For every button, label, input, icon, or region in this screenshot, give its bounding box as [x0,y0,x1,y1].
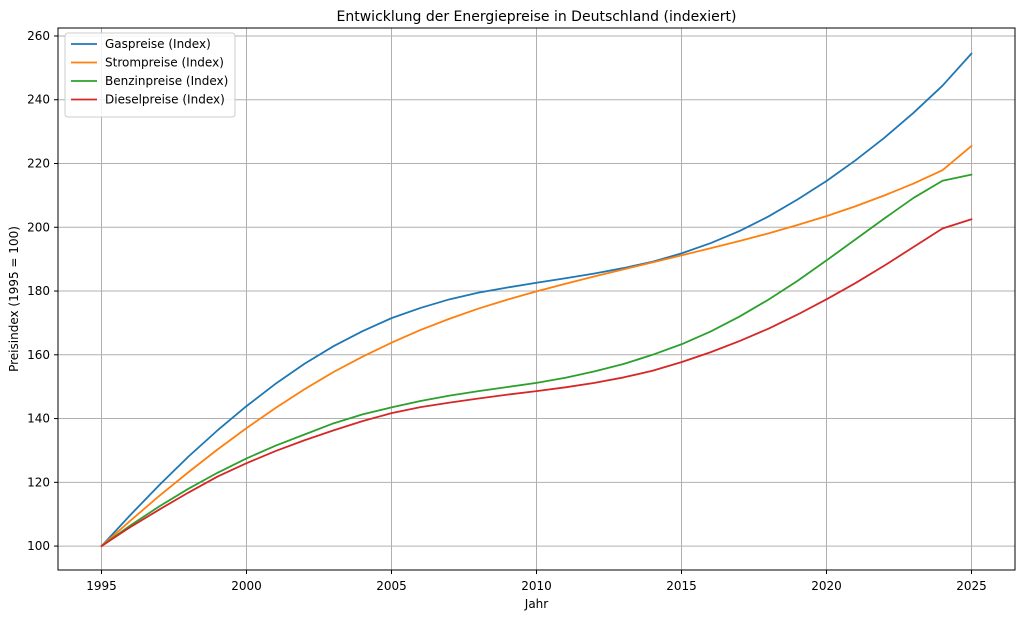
legend: Gaspreise (Index) Strompreise (Index) Benz… [64,32,236,118]
x-axis-label: Jahr [524,597,548,611]
series-line-0 [100,52,973,547]
legend-label-3: Dieselpreise (Index) [105,93,225,107]
legend-box [64,32,236,118]
y-tick-label: 100 [27,539,50,553]
y-tick-label: 260 [27,29,50,43]
y-tick-label: 220 [27,157,50,171]
x-tick-label: 2025 [956,579,987,593]
y-tick-label: 200 [27,220,50,234]
legend-label-1: Strompreise (Index) [105,56,224,70]
x-tick-label: 2015 [666,579,697,593]
x-tick-label: 1995 [86,579,117,593]
y-axis: 100 120 140 160 180 200 220 240 260 [27,29,58,553]
legend-label-0: Gaspreise (Index) [105,37,211,51]
x-tick-label: 2005 [376,579,407,593]
series-line-1 [100,145,973,547]
x-tick-label: 2000 [231,579,262,593]
series-line-3 [100,218,973,547]
x-tick-label: 2020 [811,579,842,593]
series-layer [100,52,973,547]
legend-label-2: Benzinpreise (Index) [105,74,228,88]
grid [58,28,1015,570]
y-tick-label: 240 [27,93,50,107]
y-tick-label: 180 [27,284,50,298]
y-axis-label: Preisindex (1995 = 100) [7,226,21,372]
y-tick-label: 120 [27,475,50,489]
x-axis: 1995 2000 2005 2010 2015 2020 2025 [86,570,987,593]
y-tick-label: 160 [27,348,50,362]
series-line-2 [100,173,973,547]
chart-title: Entwicklung der Energiepreise in Deutsch… [337,9,737,25]
x-tick-label: 2010 [521,579,552,593]
y-tick-label: 140 [27,412,50,426]
